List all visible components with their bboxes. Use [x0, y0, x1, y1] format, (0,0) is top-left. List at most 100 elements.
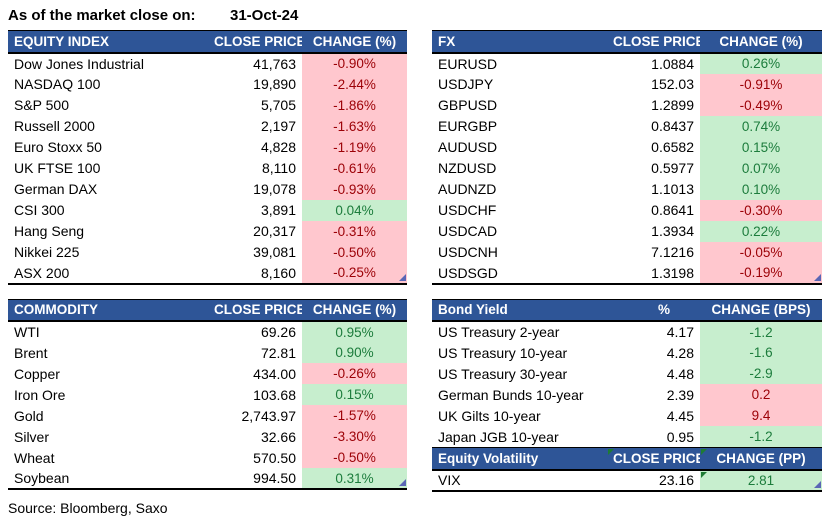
close-price-value: 4.45 — [666, 407, 694, 424]
instrument-name: ASX 200 — [14, 264, 70, 281]
instrument-name: Iron Ore — [14, 386, 66, 403]
close-price-header: CLOSE PRICE — [607, 447, 700, 471]
instrument-name: Silver — [14, 428, 50, 445]
instrument-name: Nikkei 225 — [14, 244, 80, 260]
close-price-value: 72.81 — [260, 344, 296, 361]
close-price-value: 2,743.97 — [241, 407, 297, 424]
close-price-value: 1.0884 — [651, 55, 694, 72]
table-row: Brent 72.81 0.90% — [8, 342, 407, 363]
fx-table: FX CLOSE PRICE CHANGE (%) EURUSD 1.0884 0.… — [432, 30, 822, 285]
equity-index-table: EQUITY INDEX CLOSE PRICE CHANGE (%) Dow … — [8, 30, 407, 285]
table-row: Iron Ore 103.68 0.15% — [8, 384, 407, 405]
close-price-value: 103.68 — [253, 386, 296, 403]
close-price-value: 0.5977 — [651, 160, 694, 176]
close-price-value: 0.8437 — [651, 118, 694, 134]
fx-table-wrap: FX CLOSE PRICE CHANGE (%) EURUSD 1.0884 0.… — [432, 30, 822, 285]
instrument-name: Hang Seng — [14, 223, 85, 239]
close-price-value: 1.2899 — [651, 97, 694, 113]
instrument-name: Soybean — [14, 470, 70, 486]
table-row: US Treasury 30-year 4.48 -2.9 — [432, 363, 822, 384]
header-row: COMMODITY CLOSE PRICE CHANGE (%) — [8, 298, 407, 322]
change-value: -0.61% — [302, 157, 407, 179]
table-row: S&P 500 5,705 -1.86% — [8, 94, 407, 116]
instrument-name: Copper — [14, 365, 60, 382]
equity-index-table-wrap: EQUITY INDEX CLOSE PRICE CHANGE (%) Dow … — [8, 30, 407, 285]
table-row: Japan JGB 10-year 0.95 -1.2 — [432, 426, 822, 447]
as-of-date: 31-Oct-24 — [230, 7, 299, 24]
close-price-value: 994.50 — [253, 470, 296, 486]
table-row: ASX 200 8,160 -0.25% — [8, 262, 407, 284]
commodity-table-wrap: COMMODITY CLOSE PRICE CHANGE (%) WTI 69.2… — [8, 298, 407, 490]
commodity-body: WTI 69.26 0.95% Brent 72.81 0.90% Copper 434.00… — [8, 321, 407, 489]
close-price-value: 4.48 — [666, 365, 694, 382]
change-value: -1.6 — [700, 342, 822, 363]
instrument-name: US Treasury 30-year — [438, 365, 568, 382]
instrument-name: VIX — [438, 472, 461, 488]
cell-corner-indicator-icon — [608, 449, 614, 455]
as-of-label: As of the market close on: — [8, 7, 196, 24]
instrument-name: German Bunds 10-year — [438, 386, 584, 403]
commodity-header-label: COMMODITY — [8, 298, 208, 322]
table-corner-marker-icon — [814, 273, 821, 281]
bond-yield-header-label: Bond Yield — [432, 298, 607, 322]
change-value: -0.49% — [700, 94, 822, 116]
table-row: Soybean 994.50 0.31% — [8, 468, 407, 489]
table-row: NZDUSD 0.5977 0.07% — [432, 157, 822, 179]
bond-yield-table: Bond Yield % CHANGE (BPS) US Treasury 2-… — [432, 298, 822, 447]
close-price-value: 0.95 — [666, 428, 694, 445]
change-value: 0.15% — [302, 384, 407, 405]
table-row: AUDNZD 1.1013 0.10% — [432, 178, 822, 200]
instrument-name: AUDUSD — [438, 139, 498, 155]
instrument-name: USDCAD — [438, 223, 498, 239]
table-row: GBPUSD 1.2899 -0.49% — [432, 94, 822, 116]
change-value: -0.25% — [302, 262, 407, 284]
change-pct-header: CHANGE (%) — [700, 30, 822, 54]
instrument-name: AUDNZD — [438, 181, 497, 197]
table-row: Euro Stoxx 50 4,828 -1.19% — [8, 136, 407, 158]
instrument-name: EURGBP — [438, 118, 498, 134]
change-value: -3.30% — [302, 426, 407, 447]
rates-volatility-wrap: Bond Yield % CHANGE (BPS) US Treasury 2-… — [432, 298, 822, 492]
instrument-name: USDCNH — [438, 244, 498, 260]
change-value: 9.4 — [700, 405, 822, 426]
commodity-header: COMMODITY CLOSE PRICE CHANGE (%) — [8, 298, 407, 322]
close-price-value: 41,763 — [253, 55, 296, 72]
close-price-value: 570.50 — [253, 449, 296, 466]
table-row: USDCNH 7.1216 -0.05% — [432, 241, 822, 263]
instrument-name: Gold — [14, 407, 44, 424]
equity-index-body: Dow Jones Industrial 41,763 -0.90% NASDAQ 1… — [8, 52, 407, 284]
change-value: -0.31% — [302, 220, 407, 242]
instrument-name: Russell 2000 — [14, 118, 95, 134]
change-value: -0.26% — [302, 363, 407, 384]
change-value: -1.86% — [302, 94, 407, 116]
instrument-name: German DAX — [14, 181, 98, 197]
table-row: UK Gilts 10-year 4.45 9.4 — [432, 405, 822, 426]
equity-volatility-table: Equity Volatility CLOSE PRICE CHANGE (PP… — [432, 447, 822, 492]
close-price-header: CLOSE PRICE — [208, 30, 302, 54]
change-pp-header: CHANGE (PP) — [700, 447, 822, 471]
close-price-value: 4.28 — [666, 344, 694, 361]
close-price-value: 19,078 — [253, 181, 296, 197]
instrument-name: NASDAQ 100 — [14, 76, 101, 92]
percent-header: % — [607, 298, 700, 322]
table-row: CSI 300 3,891 0.04% — [8, 199, 407, 221]
change-value: -1.63% — [302, 115, 407, 137]
close-price-value: 69.26 — [260, 324, 296, 340]
table-row: Gold 2,743.97 -1.57% — [8, 405, 407, 426]
close-price-value: 0.6582 — [651, 139, 694, 155]
instrument-name: Dow Jones Industrial — [14, 55, 144, 72]
header-row: EQUITY INDEX CLOSE PRICE CHANGE (%) — [8, 30, 407, 54]
instrument-name: S&P 500 — [14, 97, 70, 113]
change-value: 0.26% — [700, 52, 822, 74]
table-row: USDSGD 1.3198 -0.19% — [432, 262, 822, 284]
close-price-value: 7.1216 — [651, 244, 694, 260]
close-price-value: 20,317 — [253, 223, 296, 239]
table-row: UK FTSE 100 8,110 -0.61% — [8, 157, 407, 179]
instrument-name: US Treasury 10-year — [438, 344, 568, 361]
change-value: 0.90% — [302, 342, 407, 363]
change-value: 2.81 — [700, 469, 822, 491]
fx-body: EURUSD 1.0884 0.26% USDJPY 152.03 -0.91% GBPUS… — [432, 52, 822, 284]
table-corner-marker-icon — [399, 479, 406, 486]
change-value: -0.50% — [302, 447, 407, 468]
table-row: USDJPY 152.03 -0.91% — [432, 73, 822, 95]
